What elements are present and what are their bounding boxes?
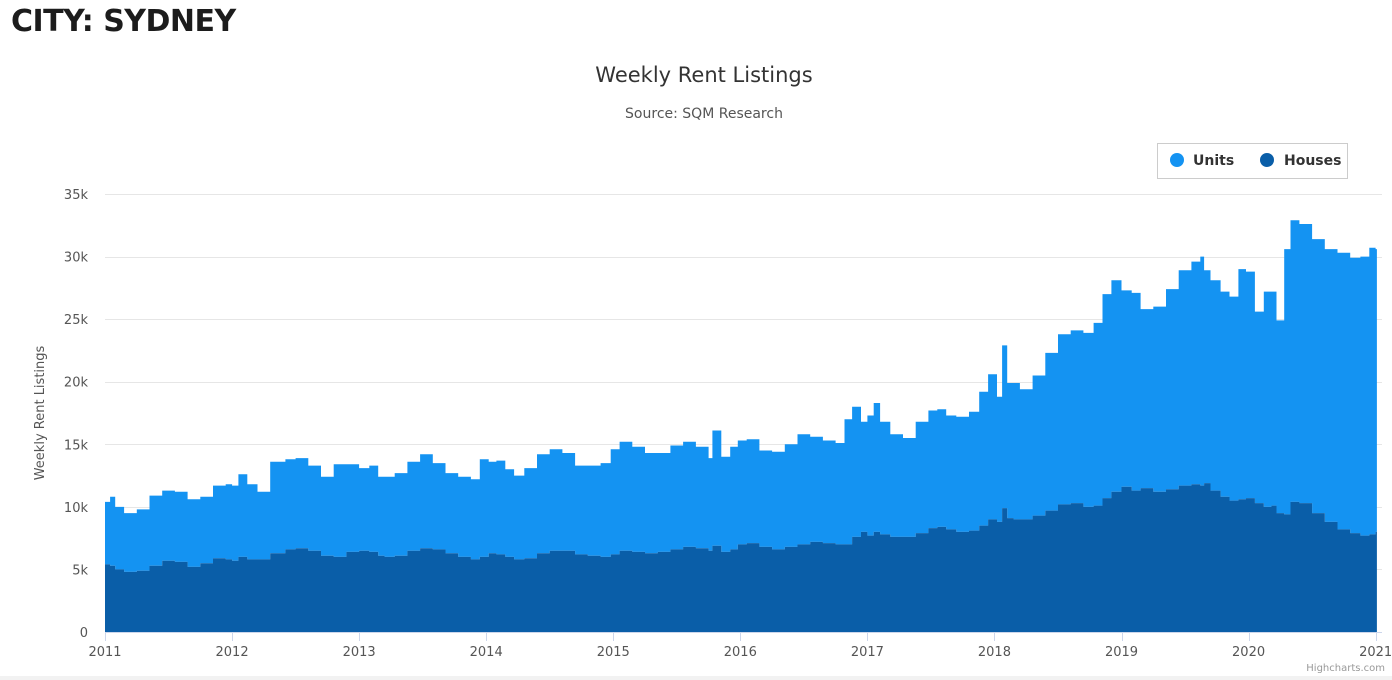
y-tick-label: 0 <box>80 626 88 641</box>
legend-item-units[interactable]: Units <box>1170 153 1234 169</box>
legend-box <box>1157 143 1348 179</box>
y-tick-label: 20k <box>64 376 89 391</box>
chart-credits[interactable]: Highcharts.com <box>1306 663 1385 674</box>
y-tick-label: 35k <box>64 188 89 203</box>
x-tick-label: 2016 <box>724 645 757 660</box>
x-tick-label: 2019 <box>1105 645 1138 660</box>
x-tick-label: 2011 <box>88 645 121 660</box>
x-tick-label: 2012 <box>216 645 249 660</box>
x-tick-label: 2018 <box>978 645 1011 660</box>
plot-area <box>105 220 1377 632</box>
series-area-units[interactable] <box>105 220 1377 572</box>
series-area-houses[interactable] <box>105 483 1377 632</box>
legend-label-houses: Houses <box>1284 153 1341 169</box>
x-tick-label: 2017 <box>851 645 884 660</box>
y-tick-label: 5k <box>72 563 88 578</box>
x-tick-label: 2020 <box>1232 645 1265 660</box>
y-axis-ticks: 0 5k 10k 15k 20k 25k 30k 35k <box>64 188 89 641</box>
x-tick-label: 2021 <box>1359 645 1392 660</box>
y-axis-title: Weekly Rent Listings <box>33 345 48 480</box>
legend-marker-houses <box>1260 153 1274 167</box>
legend-marker-units <box>1170 153 1184 167</box>
x-tick-label: 2015 <box>597 645 630 660</box>
x-tick-label: 2014 <box>470 645 503 660</box>
y-tick-label: 15k <box>64 438 89 453</box>
chart-subtitle: Source: SQM Research <box>625 106 783 122</box>
legend: Units Houses <box>1157 143 1348 179</box>
y-tick-label: 10k <box>64 501 89 516</box>
chart-title: Weekly Rent Listings <box>595 63 812 87</box>
y-tick-label: 30k <box>64 251 89 266</box>
legend-label-units: Units <box>1193 153 1234 169</box>
page-bottom-bar <box>0 676 1392 680</box>
y-tick-label: 25k <box>64 313 89 328</box>
x-tick-label: 2013 <box>343 645 376 660</box>
city-heading: CITY: SYDNEY <box>11 4 236 39</box>
x-axis-ticks: 2011 2012 2013 2014 2015 2016 2017 2018 2019 2020… <box>88 632 1392 660</box>
legend-item-houses[interactable]: Houses <box>1260 153 1341 169</box>
